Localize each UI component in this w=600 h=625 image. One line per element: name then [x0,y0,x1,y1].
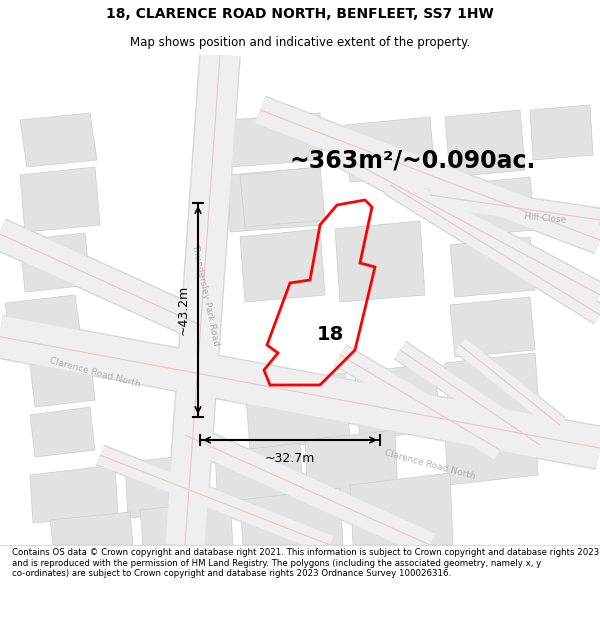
Text: Hill Close: Hill Close [524,212,566,224]
Text: 18, CLARENCE ROAD NORTH, BENFLEET, SS7 1HW: 18, CLARENCE ROAD NORTH, BENFLEET, SS7 1… [106,7,494,21]
Polygon shape [450,297,535,357]
Polygon shape [20,233,90,292]
Text: Clarence Road North: Clarence Road North [49,356,142,389]
Text: Map shows position and indicative extent of the property.: Map shows position and indicative extent… [130,36,470,49]
Polygon shape [350,473,453,545]
Polygon shape [445,110,525,177]
Polygon shape [228,167,322,232]
Polygon shape [228,113,322,167]
Polygon shape [240,488,343,545]
Polygon shape [450,237,535,297]
Text: ~363m²/~0.090ac.: ~363m²/~0.090ac. [290,148,536,172]
Text: ~43.2m: ~43.2m [177,285,190,335]
Polygon shape [5,295,80,337]
Polygon shape [30,355,95,407]
Polygon shape [450,177,535,237]
Text: Contains OS data © Crown copyright and database right 2021. This information is : Contains OS data © Crown copyright and d… [12,548,599,578]
Polygon shape [240,167,325,227]
Polygon shape [50,512,133,545]
Polygon shape [30,465,118,523]
Polygon shape [305,430,398,503]
Text: ~32.7m: ~32.7m [265,452,315,465]
Polygon shape [125,453,208,518]
Polygon shape [245,373,350,450]
Polygon shape [215,443,303,508]
Text: Thundersley Park Road: Thundersley Park Road [190,243,220,347]
Polygon shape [355,363,440,440]
Polygon shape [140,500,233,545]
Polygon shape [335,221,425,302]
Polygon shape [345,117,435,182]
Polygon shape [240,229,325,302]
Text: Clarence Road North: Clarence Road North [383,449,476,481]
Text: 18: 18 [316,326,344,344]
Polygon shape [20,113,97,167]
Polygon shape [20,167,100,232]
Polygon shape [445,353,540,430]
Polygon shape [530,105,593,160]
Polygon shape [445,423,538,485]
Polygon shape [30,407,95,457]
